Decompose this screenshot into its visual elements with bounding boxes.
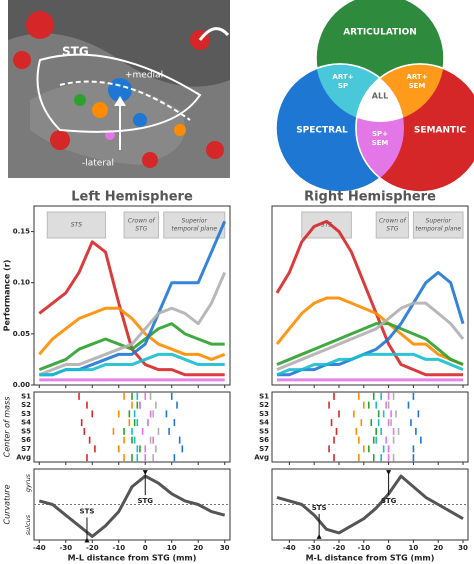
x-tick-label: 30 [220, 544, 230, 552]
region-box [123, 211, 159, 239]
row-label: Avg [16, 454, 31, 462]
row-label: S6 [21, 436, 31, 444]
x-tick-label: -30 [308, 544, 321, 552]
venn-label: SP [338, 82, 348, 90]
series-line [276, 352, 464, 377]
region-label: Superior [426, 218, 452, 225]
region-label: STS [71, 222, 82, 229]
row-label: S1 [21, 392, 31, 400]
curvature-line [38, 474, 226, 538]
x-tick-label: 20 [433, 544, 443, 552]
region-label: temporal plane [415, 226, 461, 233]
brain-label: +medial [125, 71, 163, 81]
row-label: S4 [259, 419, 269, 427]
axis-end-label: sulcus [24, 514, 32, 535]
series-line [38, 271, 227, 377]
series-line [38, 322, 225, 372]
series-line [38, 306, 226, 361]
brain-label: STG [62, 45, 89, 59]
annotation: STG [381, 497, 397, 505]
x-tick-label: 20 [193, 544, 203, 552]
venn-label: ART+ [332, 73, 353, 81]
region-label: Superior [182, 218, 208, 225]
y-tick-label: 0.05 [13, 330, 30, 338]
axis-end-label: gyrus [24, 473, 32, 492]
arrow-head [316, 533, 322, 539]
region-label: STG [386, 226, 398, 233]
annotation: STG [137, 497, 153, 505]
x-tick-label: -40 [33, 544, 46, 552]
row-label: S2 [21, 401, 31, 409]
region-box [46, 211, 107, 239]
row-label: S3 [259, 410, 269, 418]
venn-label: ARTICULATION [343, 28, 417, 38]
region-label: Crown of [128, 218, 156, 225]
region-label: Crown of [379, 218, 407, 225]
arrow-head [84, 537, 90, 543]
row-label: S6 [259, 436, 269, 444]
plot-frame [33, 391, 231, 463]
y-tick-label: 0.00 [13, 381, 30, 389]
row-label: S7 [259, 445, 269, 453]
arrow-head [386, 470, 392, 476]
row-label: S5 [21, 427, 31, 435]
x-tick-label: 0 [386, 544, 391, 552]
brain-image: STG +medial -lateral [8, 0, 230, 179]
venn-diagram [275, 0, 474, 193]
row-label: S5 [259, 427, 269, 435]
row-label: S7 [21, 445, 31, 453]
x-tick-label: 10 [167, 544, 177, 552]
series-line [276, 322, 464, 366]
region-label: temporal plane [171, 226, 217, 233]
row-label: S2 [259, 401, 269, 409]
y-tick-label: 0.10 [13, 279, 30, 287]
annotation: STS [80, 507, 95, 515]
x-tick-label: -10 [357, 544, 370, 552]
venn-label: ART+ [406, 73, 427, 81]
x-tick-label: 30 [458, 544, 468, 552]
series-line [275, 219, 464, 377]
series-line [276, 301, 465, 372]
series-line [275, 296, 464, 366]
region-label: STG [135, 226, 147, 233]
y-axis-label: Center of mass [3, 397, 12, 458]
chart-title: Left Hemisphere [71, 190, 193, 205]
arrow-head [142, 470, 148, 476]
x-axis-label: M-L distance from STG (mm) [68, 554, 197, 563]
x-axis-label: M-L distance from STG (mm) [306, 554, 435, 563]
x-tick-label: -40 [283, 544, 296, 552]
region-box [163, 211, 226, 239]
x-tick-label: -20 [86, 544, 99, 552]
x-tick-label: -10 [112, 544, 125, 552]
plot-frame [271, 391, 469, 463]
venn-label: SEM [372, 139, 389, 147]
venn-label: SEMANTIC [414, 126, 467, 136]
y-tick-label: 0.15 [13, 228, 30, 236]
curvature-line [276, 474, 464, 535]
brain-label: -lateral [82, 159, 114, 169]
x-tick-label: -30 [59, 544, 72, 552]
row-label: Avg [254, 454, 269, 462]
chart-title: Right Hemisphere [304, 190, 436, 205]
series-line [276, 270, 465, 377]
venn-label: SP+ [372, 130, 388, 138]
row-label: S3 [21, 410, 31, 418]
row-label: S1 [259, 392, 269, 400]
row-label: S4 [21, 419, 31, 427]
annotation: STS [312, 504, 327, 512]
y-axis-label: Curvature [3, 484, 12, 524]
series-line [39, 352, 225, 377]
venn-label: ALL [372, 92, 388, 101]
region-label: STS [321, 222, 332, 229]
region-box [301, 211, 352, 239]
region-box [375, 211, 409, 239]
y-axis-label: Performance (r) [3, 260, 12, 332]
x-tick-label: 10 [409, 544, 419, 552]
x-tick-label: -20 [333, 544, 346, 552]
venn-label: SPECTRAL [296, 126, 348, 136]
region-box [412, 211, 464, 239]
venn-label: SEM [409, 82, 426, 90]
x-tick-label: 0 [143, 544, 148, 552]
